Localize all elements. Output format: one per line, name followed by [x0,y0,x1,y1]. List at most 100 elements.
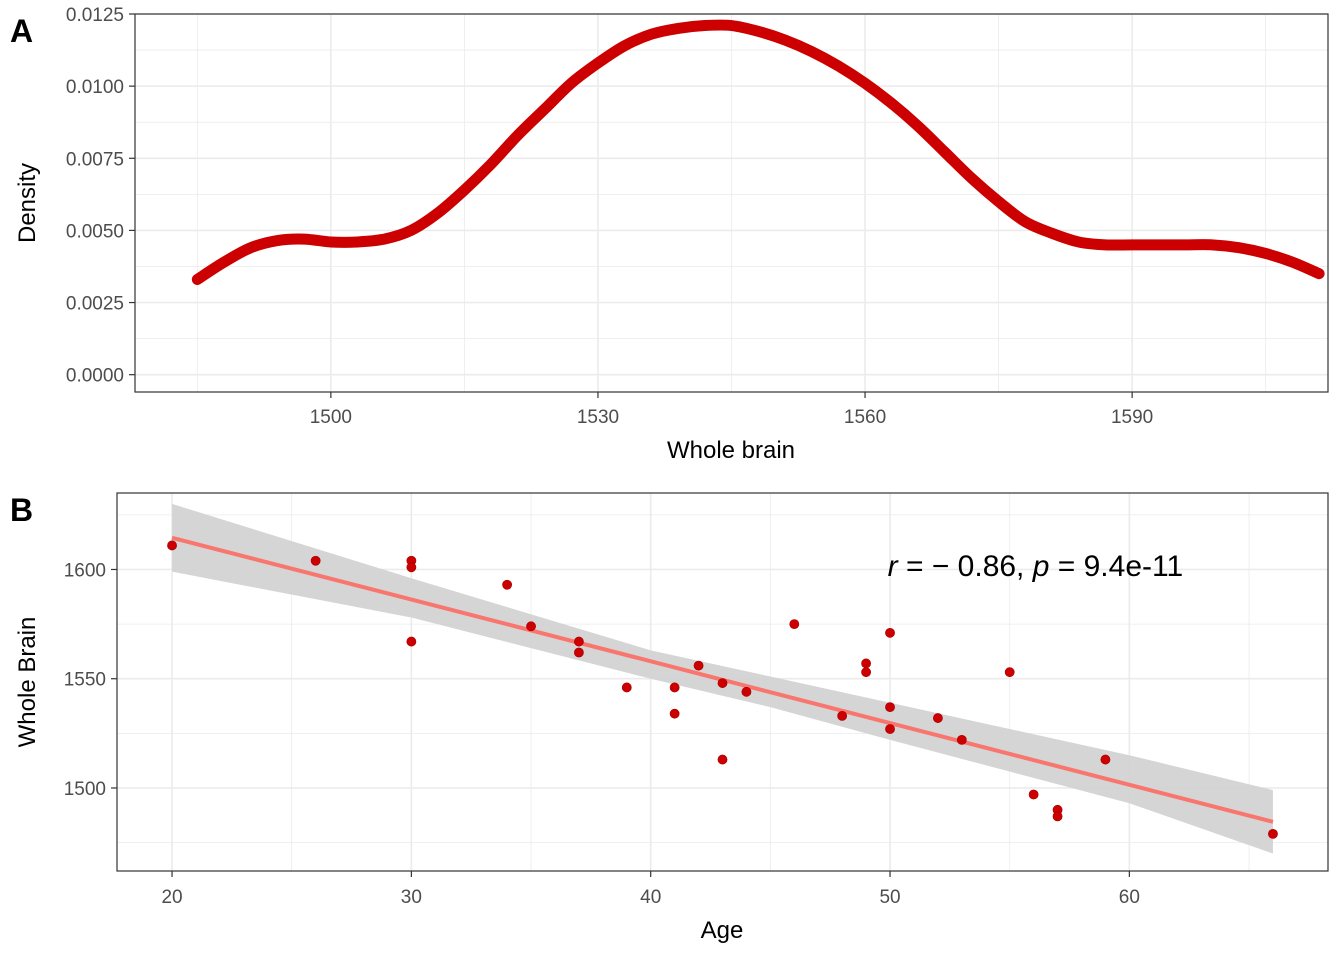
scatter-point [167,540,177,551]
scatter-points [167,540,1278,839]
density-point [967,174,976,183]
scatter-point [1004,667,1015,678]
density-point [647,30,656,39]
density-point [1234,243,1243,252]
scatter-point [861,658,871,669]
scatter-point [885,702,895,713]
scatter-point [310,555,321,566]
density-point [700,21,709,30]
density-panel-border [134,13,1329,393]
scatter-x-axis-title: Age [701,917,744,944]
density-point [1154,240,1163,249]
density-panel: A 1500 1530 1560 1590 0.0000 0.0025 0.0050 0.00… [10,5,1329,464]
scatter-point [669,682,680,693]
scatter-point [717,754,728,765]
scatter-panel: B r = − 0.86, p = 9.4e-11 20 30 40 50 60 1500… [10,492,1329,944]
density-point [1208,240,1217,249]
scatter-point [885,724,895,734]
density-point [540,105,549,114]
density-point [780,35,789,44]
scatter-point [574,636,584,647]
density-x-tick-label: 1560 [844,407,886,428]
density-y-axis-title: Density [14,163,41,243]
density-point [807,47,816,56]
density-point [861,79,870,88]
density-y-tick-label: 0.0000 [66,366,124,387]
density-point [1074,237,1083,246]
density-point [834,61,843,70]
density-y-tick-label: 0.0100 [66,77,124,98]
scatter-ticks: 20 30 40 50 60 1500 1550 1600 [64,560,1140,908]
density-point [914,122,923,131]
density-point [941,148,950,157]
density-x-tick-label: 1500 [310,407,352,428]
scatter-x-tick-label: 60 [1119,887,1140,908]
density-point [1021,217,1030,226]
scatter-point [717,678,728,688]
scatter-point [741,686,752,697]
density-point [487,160,496,169]
scatter-point [1268,828,1278,839]
density-series [191,19,1325,285]
scatter-panel-border [116,492,1329,872]
density-x-tick-label: 1590 [1111,407,1153,428]
density-y-tick-label: 0.0075 [66,149,124,170]
density-point [273,236,282,245]
scatter-point [932,713,943,723]
density-y-tick-label: 0.0025 [66,294,124,315]
density-point [1181,240,1190,249]
density-point [1261,249,1270,258]
density-point [326,237,335,246]
scatter-point [837,710,848,721]
scatter-point [789,619,800,629]
density-point [1315,269,1324,278]
density-point [246,243,255,252]
density-y-tick-label: 0.0125 [66,5,124,26]
annotation-r-symbol: r [888,550,899,583]
scatter-point [885,627,895,638]
scatter-x-tick-label: 20 [161,887,182,908]
density-point [460,186,469,195]
scatter-x-tick-label: 50 [879,887,900,908]
density-y-tick-label: 0.0050 [66,221,124,242]
density-point [380,235,389,244]
scatter-point [406,562,417,573]
density-point [1048,229,1057,238]
density-point [994,197,1003,206]
scatter-point [669,708,680,719]
scatter-point [406,636,417,647]
density-point [513,131,522,140]
correlation-annotation: r = − 0.86, p = 9.4e-11 [888,550,1184,583]
density-point [620,41,629,50]
scatter-point [574,647,584,658]
scatter-point [502,579,513,590]
scatter-point [861,667,871,678]
density-ticks: 1500 1530 1560 1590 0.0000 0.0025 0.0050 0.0075… [66,5,1153,428]
scatter-point [1100,754,1111,765]
density-point [567,79,576,88]
density-point [674,24,683,33]
scatter-y-axis-title: Whole Brain [14,617,41,748]
density-point [406,226,415,235]
density-point [300,235,309,244]
density-point [727,21,736,30]
density-point [593,59,602,68]
scatter-x-tick-label: 40 [640,887,661,908]
density-point [887,99,896,108]
scatter-y-tick-label: 1550 [64,670,106,691]
scatter-x-tick-label: 30 [401,887,422,908]
scatter-point [693,660,704,671]
density-point [220,258,229,267]
scatter-point [1028,789,1039,800]
density-point [193,275,202,284]
density-x-axis-title: Whole brain [667,437,795,464]
panel-b-tag: B [10,492,33,528]
scatter-point [1052,811,1063,822]
density-point [433,209,442,218]
scatter-point [621,682,632,693]
density-point [1128,240,1137,249]
scatter-point [956,735,967,745]
annotation-r-value: = − 0.86, [898,550,1033,583]
